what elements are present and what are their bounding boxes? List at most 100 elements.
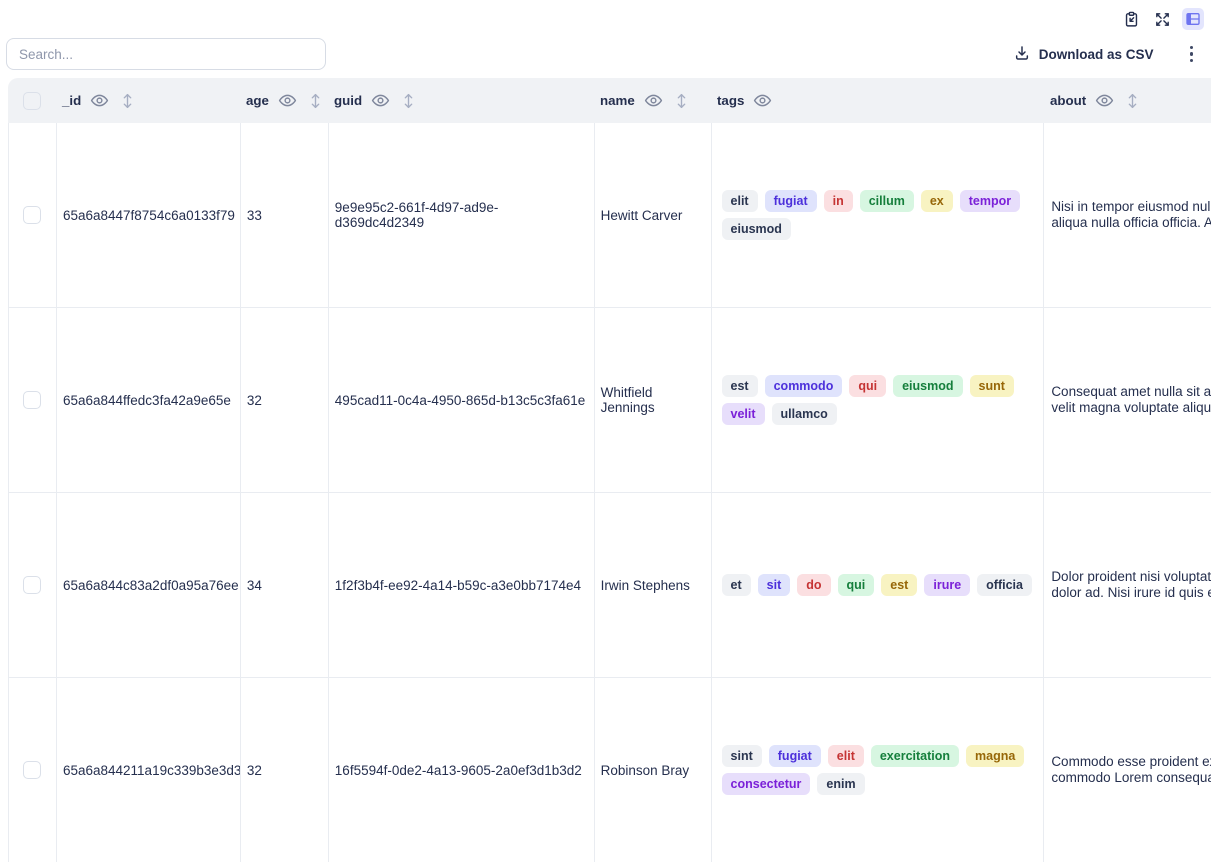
cell-id: 65a6a844ffedc3fa42a9e65e [57,308,241,492]
cell-guid: 1f2f3b4f-ee92-4a14-b59c-a3e0bb7174e4 [329,493,595,677]
tag-chip: officia [977,573,1032,597]
cell-guid-value: 16f5594f-0de2-4a13-9605-2a0ef3d1b3d2 [334,762,582,778]
eye-icon[interactable] [371,91,390,110]
cell-age: 33 [241,123,329,307]
about-text-line: commodo Lorem consequat [1051,770,1211,785]
row-checkbox[interactable] [23,761,42,779]
row-checkbox[interactable] [23,391,42,409]
tag-chip: cillum [859,189,914,212]
cell-age-value: 32 [246,762,262,778]
table-header-row: _id age guid name tags about [8,78,1211,123]
tag-chip: magna [966,744,1025,767]
cell-about: Dolor proident nisi voluptate dolor ad. N… [1044,493,1211,677]
about-text-line: velit magna voluptate aliqua [1051,400,1211,415]
more-options-button[interactable] [1182,42,1202,67]
search-input[interactable] [6,38,326,70]
download-icon [1014,45,1030,64]
cell-id-value: 65a6a844211a19c339b3e3d3 [62,762,241,778]
tag-chip: est [881,573,918,597]
eye-icon[interactable] [90,91,109,110]
row-select-cell [9,123,57,307]
cell-name: Hewitt Carver [595,123,712,307]
tag-chip: sit [757,573,791,597]
fullscreen-button[interactable] [1151,8,1173,30]
cell-id-value: 65a6a844c83a2df0a95a76ee [62,577,239,593]
table-row: 65a6a844ffedc3fa42a9e65e 32 495cad11-0c4a-… [9,308,1211,493]
cell-guid: 495cad11-0c4a-4950-865d-b13c5c3fa61e [329,308,595,492]
table-row: 65a6a844211a19c339b3e3d3 32 16f5594f-0de2-… [9,678,1211,862]
tag-chip: elit [721,189,758,212]
cell-tags: elit fugiat in cillum ex tempor eiusmod [712,123,1045,307]
about-text-line: Consequat amet nulla sit aute [1051,384,1211,399]
table-row: 65a6a844c83a2df0a95a76ee 34 1f2f3b4f-ee92-… [9,493,1211,678]
eye-icon[interactable] [1095,91,1114,110]
cell-id: 65a6a844211a19c339b3e3d3 [57,678,241,862]
column-header-about: about [1044,91,1211,110]
tag-chip: commodo [764,374,843,397]
select-all-checkbox[interactable] [23,91,41,110]
cell-name: Whitfield Jennings [595,308,712,492]
row-checkbox[interactable] [23,576,42,594]
table-controls-bar: Download as CSV [6,38,1201,70]
row-checkbox[interactable] [23,206,42,224]
cell-tags: et sit do qui est irure officia [712,493,1045,677]
cell-name-value: Whitfield Jennings [600,385,655,415]
download-csv-button[interactable]: Download as CSV [1014,45,1154,64]
cell-guid-value: 9e9e95c2-661f-4d97-ad9e-d369dc4d2349 [334,200,499,230]
clipboard-import-icon [1123,11,1140,28]
cell-guid-value: 495cad11-0c4a-4950-865d-b13c5c3fa61e [334,392,586,408]
cell-name-value: Hewitt Carver [600,207,683,223]
sort-icon[interactable] [402,92,415,110]
tag-chip: elit [827,744,864,767]
cell-age-value: 32 [246,392,262,408]
sort-icon[interactable] [675,92,688,110]
tag-chip: eiusmod [721,218,791,241]
tag-chip: eiusmod [893,374,963,397]
tag-chip: exercitation [870,744,960,767]
row-select-cell [9,493,57,677]
tag-chip: sunt [969,374,1014,397]
cell-id: 65a6a844c83a2df0a95a76ee [57,493,241,677]
cell-name-value: Irwin Stephens [600,577,690,593]
fullscreen-expand-icon [1154,11,1171,28]
table-view-icon [1185,11,1201,27]
cell-id-value: 65a6a844ffedc3fa42a9e65e [62,392,231,408]
about-text-line: dolor ad. Nisi irure id quis ex [1051,585,1211,600]
tag-chip: do [797,573,831,597]
cell-guid: 16f5594f-0de2-4a13-9605-2a0ef3d1b3d2 [329,678,595,862]
kebab-vertical-icon [1189,45,1193,63]
about-text-line: Nisi in tempor eiusmod nulla [1051,199,1211,214]
column-header-label: tags [717,93,745,108]
eye-icon[interactable] [753,91,772,110]
tag-chip: consectetur [721,773,811,796]
cell-id-value: 65a6a8447f8754c6a0133f79 [62,207,235,223]
table-row: 65a6a8447f8754c6a0133f79 33 9e9e95c2-661f-… [9,123,1211,308]
tag-chip: fugiat [768,744,821,767]
tag-chip: tempor [959,189,1021,212]
header-select-cell [8,91,56,110]
tag-chip: ullamco [771,403,837,426]
cell-id: 65a6a8447f8754c6a0133f79 [57,123,241,307]
eye-icon[interactable] [644,91,663,110]
table-view-button[interactable] [1182,8,1204,30]
data-table: _id age guid name tags about 65a6a8447f8754c6… [8,78,1211,862]
tag-chip: ex [920,189,953,212]
column-header-age: age [240,91,328,110]
right-controls: Download as CSV [1014,42,1201,67]
clipboard-button[interactable] [1120,8,1142,30]
cell-guid-value: 1f2f3b4f-ee92-4a14-b59c-a3e0bb7174e4 [334,577,582,593]
tag-chip: qui [849,374,887,397]
cell-age-value: 33 [246,207,262,223]
cell-age-value: 34 [246,577,262,593]
tag-chip: sint [721,744,762,767]
cell-name: Robinson Bray [595,678,712,862]
sort-icon[interactable] [309,92,322,110]
sort-icon[interactable] [121,92,134,110]
column-header-label: _id [62,93,82,108]
eye-icon[interactable] [278,91,297,110]
cell-guid: 9e9e95c2-661f-4d97-ad9e-d369dc4d2349 [329,123,595,307]
tag-chip: in [823,189,853,212]
sort-icon[interactable] [1126,92,1139,110]
column-header-guid: guid [328,91,594,110]
